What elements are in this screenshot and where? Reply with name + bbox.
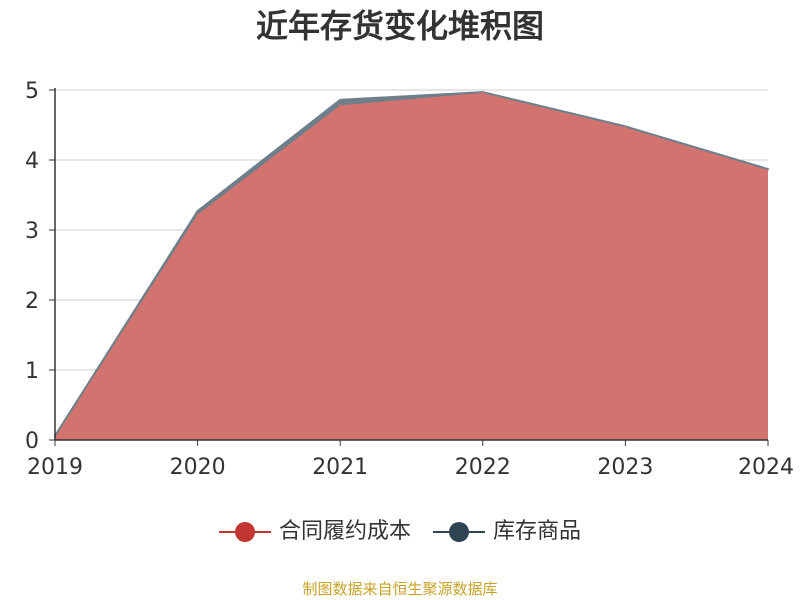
point-合同履约成本-2023 [624, 126, 627, 129]
x-tick-label-2023: 2023 [597, 455, 653, 480]
line-series-库存商品 [54, 91, 769, 437]
y-tick-label-5: 5 [25, 79, 39, 104]
data-source-note: 制图数据来自恒生聚源数据库 [302, 580, 498, 598]
point-库存商品-2020 [196, 210, 199, 213]
legend-item-series-0[interactable]: 合同履约成本 [218, 518, 411, 546]
y-tick-label-3: 3 [25, 219, 39, 244]
x-tick-label-2020: 2020 [170, 455, 226, 480]
x-tick-label-2024: 2024 [738, 455, 794, 480]
legend: 合同履约成本 库存商品 [0, 518, 800, 546]
y-tick-label-4: 4 [25, 149, 39, 174]
area-series-合同履约成本 [55, 92, 768, 441]
legend-marker-series-1 [433, 522, 485, 542]
point-合同履约成本-2024 [767, 168, 769, 171]
axes [49, 88, 769, 446]
x-tick-label-2021: 2021 [312, 455, 368, 480]
x-tick-label-2019: 2019 [27, 455, 83, 480]
area-series [54, 91, 769, 441]
point-合同履约成本-2022 [481, 91, 484, 94]
legend-label-series-0: 合同履约成本 [278, 519, 411, 544]
y-tick-label-1: 1 [25, 359, 39, 384]
point-库存商品-2021 [339, 98, 342, 101]
point-合同履约成本-2021 [339, 104, 342, 107]
y-tick-label-2: 2 [25, 289, 39, 314]
point-合同履约成本-2020 [196, 213, 199, 216]
chart-title: 近年存货变化堆积图 [255, 7, 544, 45]
legend-marker-series-0 [218, 522, 271, 542]
y-tick-label-0: 0 [25, 429, 39, 454]
legend-label-series-1: 库存商品 [493, 519, 582, 544]
legend-item-series-1[interactable]: 库存商品 [433, 518, 581, 546]
x-tick-label-2022: 2022 [455, 455, 511, 480]
tick-labels: 0 1 2 3 4 5 2019 2020 2021 2022 2023 2024 [25, 79, 794, 480]
